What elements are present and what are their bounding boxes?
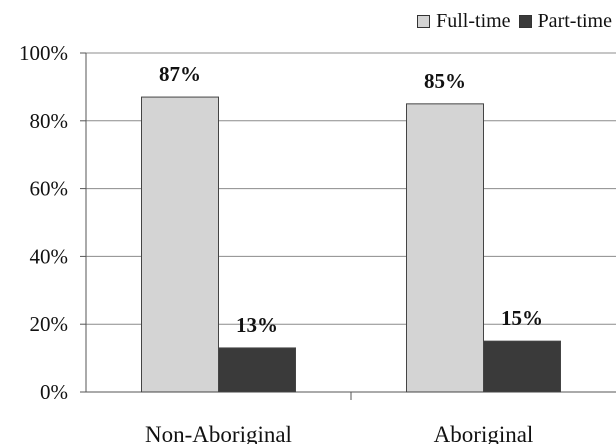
y-tick-label: 80% xyxy=(30,109,69,133)
x-tick-label: Aboriginal xyxy=(434,422,534,444)
bar-full-time-aboriginal xyxy=(407,104,484,392)
x-tick-label: Non-Aboriginal xyxy=(145,422,292,444)
data-label: 87% xyxy=(159,62,201,86)
data-label: 15% xyxy=(501,306,543,330)
y-tick-label: 20% xyxy=(30,312,69,336)
data-label: 85% xyxy=(424,69,466,93)
y-tick-label: 0% xyxy=(40,380,68,404)
y-tick-label: 60% xyxy=(30,177,69,201)
bar-part-time-non-aboriginal xyxy=(219,348,296,392)
y-tick-label: 40% xyxy=(30,244,69,268)
bar-full-time-non-aboriginal xyxy=(142,97,219,392)
bar-part-time-aboriginal xyxy=(484,341,561,392)
data-label: 13% xyxy=(236,313,278,337)
y-tick-label: 100% xyxy=(19,41,68,65)
